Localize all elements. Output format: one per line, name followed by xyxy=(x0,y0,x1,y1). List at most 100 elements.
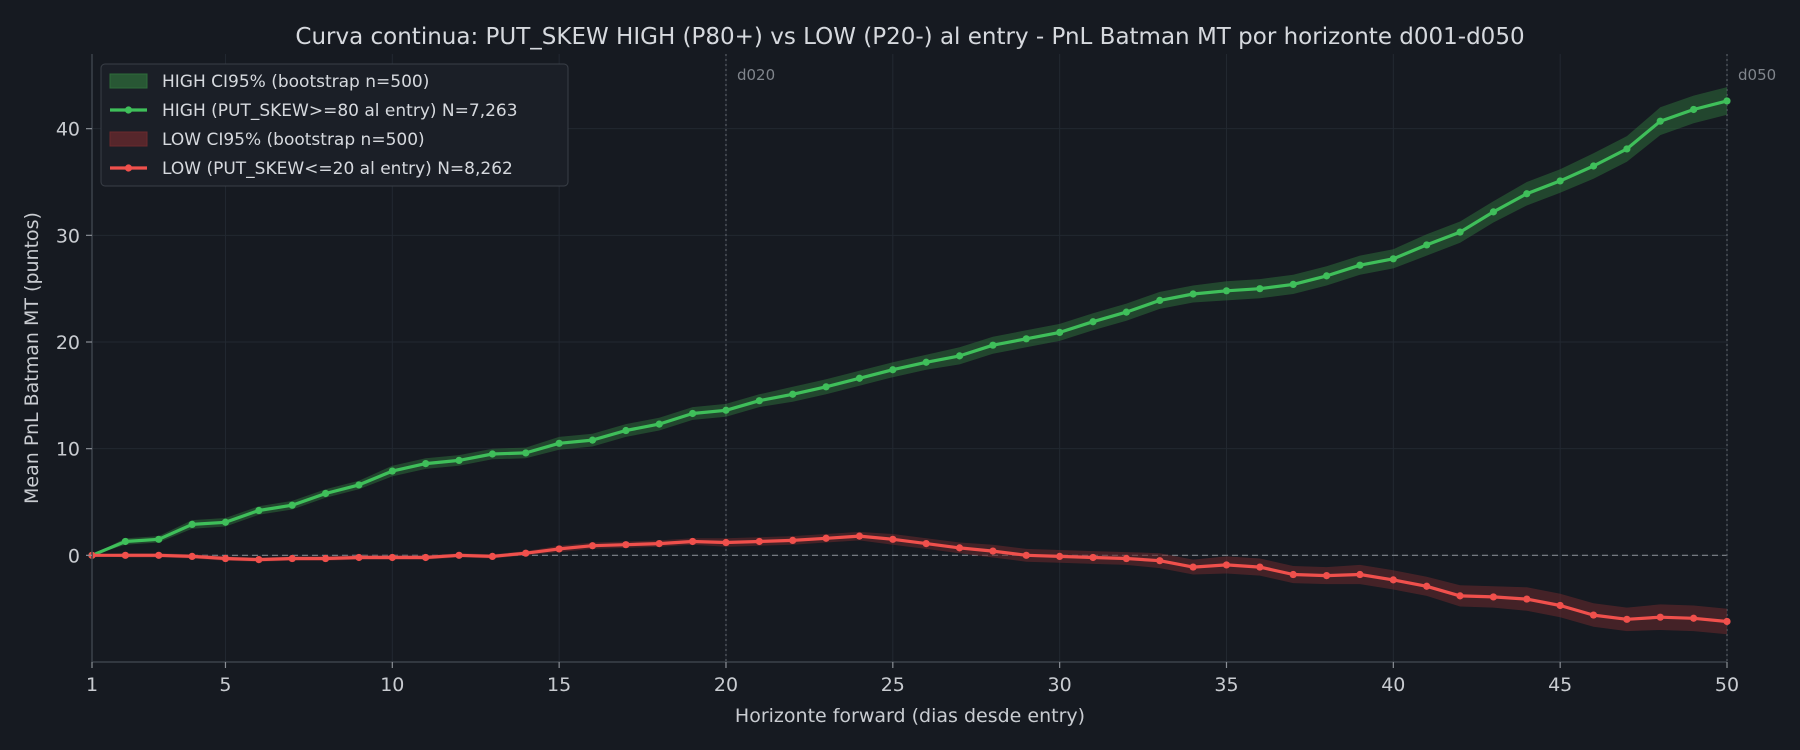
reference-line-label: d050 xyxy=(1738,66,1776,84)
legend-entry: HIGH CI95% (bootstrap n=500) xyxy=(162,72,429,92)
reference-line-label: d020 xyxy=(737,66,775,84)
data-point xyxy=(288,501,296,509)
data-point xyxy=(321,489,330,498)
data-point xyxy=(755,397,763,405)
data-point xyxy=(1523,190,1531,198)
data-point xyxy=(1222,287,1231,295)
legend-box xyxy=(100,63,569,187)
data-point xyxy=(255,506,263,515)
data-point xyxy=(321,554,330,563)
y-tick-label: 20 xyxy=(56,332,80,354)
data-point xyxy=(1723,97,1731,105)
data-point xyxy=(1189,290,1197,298)
legend-entry: HIGH (PUT_SKEW>=80 al entry) N=7,263 xyxy=(162,101,518,121)
x-tick-label: 50 xyxy=(1715,674,1739,696)
series-line-1 xyxy=(92,534,1728,624)
legend-band-swatch xyxy=(109,73,148,89)
legend-marker xyxy=(124,106,133,114)
data-point xyxy=(655,420,663,428)
data-point xyxy=(1523,595,1531,603)
data-point xyxy=(522,549,530,557)
data-point xyxy=(355,553,363,562)
data-point xyxy=(488,450,497,458)
data-point xyxy=(1456,228,1464,236)
data-point xyxy=(1056,552,1064,561)
x-tick-label: 20 xyxy=(714,674,738,696)
data-point xyxy=(1589,611,1598,619)
data-point xyxy=(622,426,630,435)
data-point xyxy=(555,545,563,553)
data-point xyxy=(188,520,196,529)
data-point xyxy=(955,544,964,552)
data-point xyxy=(155,535,163,543)
data-point xyxy=(1122,554,1130,563)
data-point xyxy=(1690,105,1698,114)
data-point xyxy=(1156,296,1164,304)
data-point xyxy=(221,518,230,526)
legend-entry: LOW CI95% (bootstrap n=500) xyxy=(162,130,425,150)
data-point xyxy=(1489,593,1498,601)
data-point xyxy=(1256,563,1264,571)
data-point xyxy=(1222,561,1231,569)
data-point xyxy=(221,554,230,563)
data-point xyxy=(789,536,797,545)
data-point xyxy=(1389,255,1397,263)
y-tick-label: 30 xyxy=(56,225,80,247)
ci-band-1 xyxy=(92,531,1727,635)
data-point xyxy=(989,547,997,555)
data-point xyxy=(1656,117,1664,125)
data-point xyxy=(455,456,463,464)
data-point xyxy=(889,535,897,543)
legend-entry: LOW (PUT_SKEW<=20 al entry) N=8,262 xyxy=(162,159,513,179)
data-point xyxy=(288,554,296,563)
data-point xyxy=(422,460,430,468)
y-tick-label: 0 xyxy=(68,545,80,567)
data-point xyxy=(689,409,697,418)
data-point xyxy=(722,538,730,547)
data-point xyxy=(822,534,830,542)
x-axis-label: Horizonte forward (dias desde entry) xyxy=(735,705,1085,727)
data-point xyxy=(1556,601,1564,610)
data-point xyxy=(255,556,263,564)
data-point xyxy=(388,467,396,475)
data-point xyxy=(1623,145,1631,153)
data-point xyxy=(1156,557,1164,565)
data-point xyxy=(1389,576,1397,584)
x-tick-label: 25 xyxy=(881,674,905,696)
data-point xyxy=(188,552,196,561)
data-point xyxy=(689,537,697,546)
data-point xyxy=(588,436,597,444)
data-point xyxy=(1623,615,1631,623)
data-point xyxy=(1122,308,1130,316)
data-point xyxy=(555,439,563,447)
data-point xyxy=(488,552,497,561)
data-point xyxy=(922,540,930,548)
data-point xyxy=(1089,318,1097,326)
y-axis-label: Mean PnL Batman MT (puntos) xyxy=(21,212,43,504)
legend-band-swatch xyxy=(109,131,148,147)
x-tick-label: 35 xyxy=(1214,674,1238,696)
data-point xyxy=(922,358,930,366)
data-point xyxy=(1289,570,1297,579)
x-tick-label: 30 xyxy=(1048,674,1072,696)
data-point xyxy=(1256,285,1264,293)
data-point xyxy=(1656,613,1664,621)
data-point xyxy=(1189,563,1197,571)
data-point xyxy=(889,366,897,374)
y-tick-label: 40 xyxy=(56,119,80,141)
x-tick-label: 5 xyxy=(219,674,231,696)
data-point xyxy=(1589,162,1598,170)
data-point xyxy=(1456,592,1464,600)
legend-marker xyxy=(124,164,133,172)
data-point xyxy=(855,532,864,540)
data-point xyxy=(622,541,630,549)
data-point xyxy=(1423,241,1431,249)
data-point xyxy=(989,341,997,349)
data-point xyxy=(422,553,430,562)
data-point xyxy=(121,537,129,546)
x-tick-label: 45 xyxy=(1548,674,1572,696)
x-tick-label: 15 xyxy=(547,674,571,696)
data-point xyxy=(1556,177,1564,185)
